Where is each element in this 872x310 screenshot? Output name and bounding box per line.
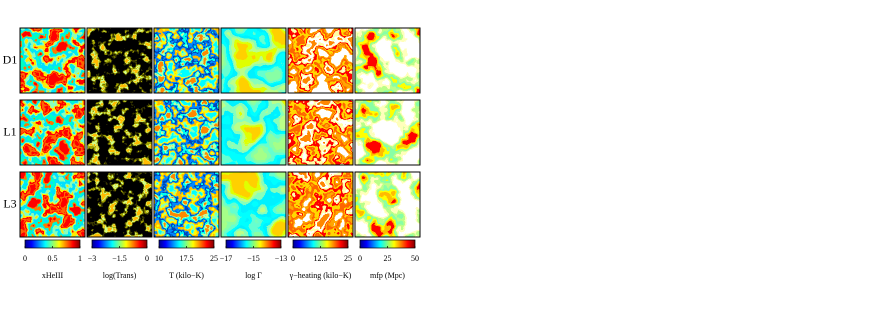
colorbar-tick-label: 0 (145, 254, 149, 263)
colorbar-tick-label: 10 (155, 254, 163, 263)
map-panel (288, 100, 353, 165)
colorbar-tick-label: 25 (384, 254, 392, 263)
map-panel (221, 28, 286, 93)
panel-frame (354, 27, 421, 94)
panel-frame (86, 171, 153, 238)
map-panel (221, 172, 286, 237)
row-label: D1 (3, 52, 18, 66)
colorbar-tick-label: 1 (78, 254, 82, 263)
map-panel (355, 172, 420, 237)
panel-frame (19, 99, 86, 166)
map-panel (154, 28, 219, 93)
map-panel (87, 28, 152, 93)
panel-frame (19, 27, 86, 94)
column-label: log Γ (245, 271, 262, 280)
colorbar-tick-label: 17.5 (180, 254, 194, 263)
panel-frame (153, 171, 220, 238)
colorbar-tick-label: 0 (23, 254, 27, 263)
colorbar-tick-label: −1.5 (112, 254, 127, 263)
colorbar-tick-label: −17 (220, 254, 233, 263)
map-panel (288, 28, 353, 93)
column-label: γ−heating (kilo−K) (289, 271, 352, 280)
map-panel (288, 172, 353, 237)
panel-frame (86, 27, 153, 94)
map-panel (20, 28, 85, 93)
map-panel (87, 100, 152, 165)
colorbar-tick-label: 12.5 (314, 254, 328, 263)
column-label: log(Trans) (103, 271, 137, 280)
row-label: L1 (3, 124, 16, 138)
panel-frame (354, 99, 421, 166)
colorbar-tick-label: 25 (344, 254, 352, 263)
panel-frame (287, 27, 354, 94)
panel-frame (287, 99, 354, 166)
panel-frame (220, 171, 287, 238)
colorbar-tick-label: −3 (88, 254, 97, 263)
panel-frame (287, 171, 354, 238)
colorbar-tick-label: 25 (210, 254, 218, 263)
colorbar-tick-label: 0.5 (48, 254, 58, 263)
column-label: T (kilo−K) (169, 271, 204, 280)
panel-frame (153, 99, 220, 166)
colorbar-tick-label: 0 (291, 254, 295, 263)
colorbar-tick-label: −13 (275, 254, 288, 263)
panel-frame (220, 27, 287, 94)
panel-frame (220, 99, 287, 166)
panel-frame (153, 27, 220, 94)
colorbar-tick-label: −15 (247, 254, 260, 263)
row-label: L3 (3, 196, 16, 210)
map-panel (154, 100, 219, 165)
map-panel (355, 28, 420, 93)
column-label: mfp (Mpc) (370, 271, 405, 280)
panel-frame (19, 171, 86, 238)
map-panel (20, 172, 85, 237)
map-panel (154, 172, 219, 237)
panel-frame (354, 171, 421, 238)
map-panel (221, 100, 286, 165)
map-panel (20, 100, 85, 165)
colorbar-tick-label: 0 (358, 254, 362, 263)
panel-frame (86, 99, 153, 166)
column-label: xHeIII (42, 271, 64, 280)
map-panel (87, 172, 152, 237)
colorbar-tick-label: 50 (411, 254, 419, 263)
map-panel (355, 100, 420, 165)
